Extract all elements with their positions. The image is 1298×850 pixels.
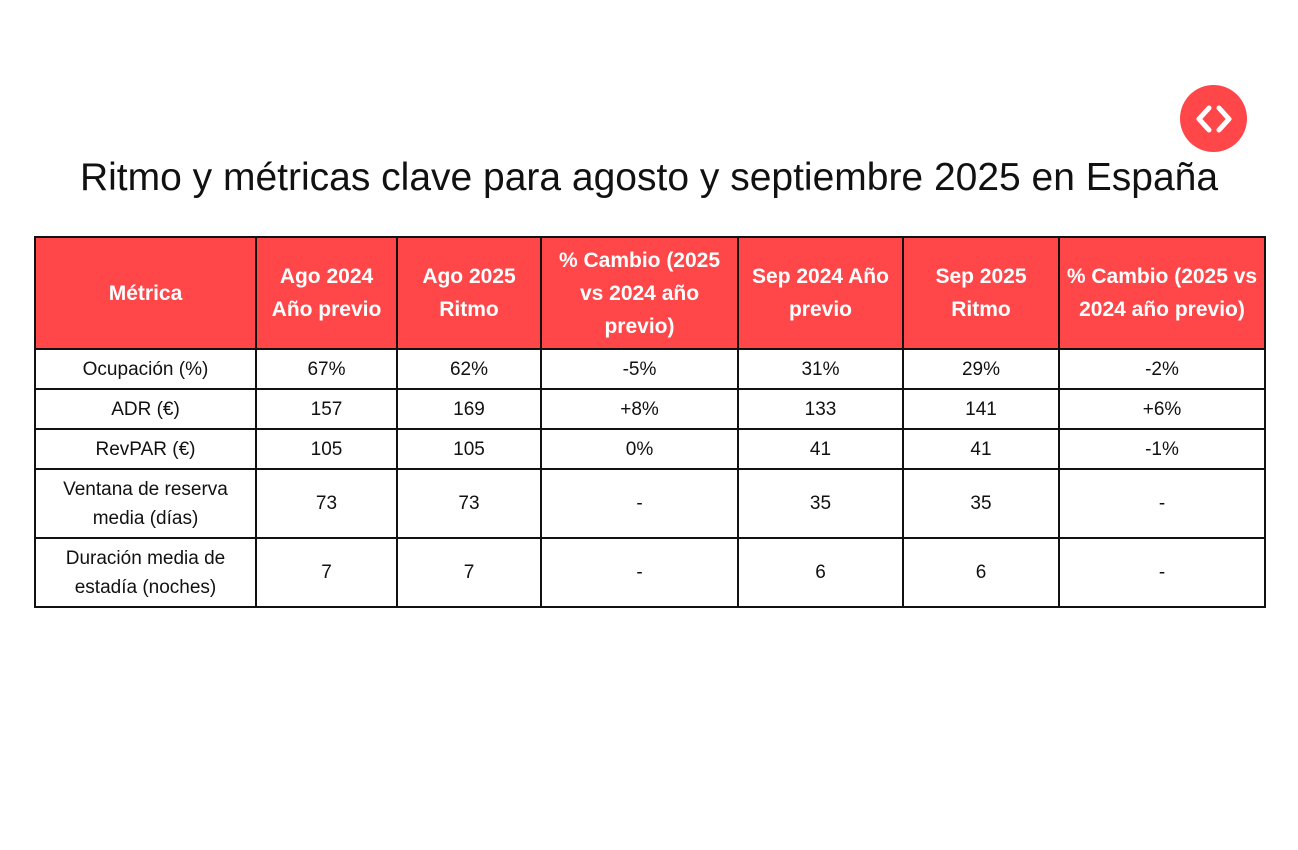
metrics-table: Métrica Ago 2024 Año previo Ago 2025 Rit… [34, 236, 1266, 608]
column-header-metric: Métrica [34, 236, 257, 350]
table-cell: 157 [255, 388, 398, 430]
table-cell: 0% [540, 428, 739, 470]
table-cell: 7 [396, 537, 542, 608]
table-cell: +6% [1058, 388, 1266, 430]
table-cell: 7 [255, 537, 398, 608]
page-title: Ritmo y métricas clave para agosto y sep… [79, 156, 1219, 199]
table-cell: 67% [255, 348, 398, 390]
table-cell: 73 [396, 468, 542, 539]
table-cell: 35 [737, 468, 904, 539]
column-header-aug-2024-prior-year: Ago 2024 Año previo [255, 236, 398, 350]
table-cell: -1% [1058, 428, 1266, 470]
column-header-aug-2025-pace: Ago 2025 Ritmo [396, 236, 542, 350]
table-cell: 41 [902, 428, 1060, 470]
table-cell: -2% [1058, 348, 1266, 390]
table-cell: RevPAR (€) [34, 428, 257, 470]
table-cell: 35 [902, 468, 1060, 539]
table-cell: - [1058, 537, 1266, 608]
table-row: Duración media de estadía (noches) 7 7 -… [34, 537, 1266, 608]
table-cell: - [1058, 468, 1266, 539]
column-header-aug-change: % Cambio (2025 vs 2024 año previo) [540, 236, 739, 350]
table-cell: 105 [255, 428, 398, 470]
table-cell: 169 [396, 388, 542, 430]
chevrons-left-right-icon [1196, 105, 1231, 132]
brand-logo [1180, 85, 1247, 152]
column-header-sep-2025-pace: Sep 2025 Ritmo [902, 236, 1060, 350]
table-cell: Ocupación (%) [34, 348, 257, 390]
table-row: Ocupación (%) 67% 62% -5% 31% 29% -2% [34, 348, 1266, 390]
table-cell: 141 [902, 388, 1060, 430]
table-cell: ADR (€) [34, 388, 257, 430]
table-header-row: Métrica Ago 2024 Año previo Ago 2025 Rit… [34, 236, 1266, 350]
table-cell: - [540, 537, 739, 608]
table-row: ADR (€) 157 169 +8% 133 141 +6% [34, 388, 1266, 430]
table-cell: 41 [737, 428, 904, 470]
column-header-sep-change: % Cambio (2025 vs 2024 año previo) [1058, 236, 1266, 350]
table-row: RevPAR (€) 105 105 0% 41 41 -1% [34, 428, 1266, 470]
table-cell: Ventana de reserva media (días) [34, 468, 257, 539]
table-cell: -5% [540, 348, 739, 390]
table-cell: 133 [737, 388, 904, 430]
table-cell: 73 [255, 468, 398, 539]
table-cell: 62% [396, 348, 542, 390]
table-cell: 31% [737, 348, 904, 390]
column-header-sep-2024-prior-year: Sep 2024 Año previo [737, 236, 904, 350]
table-row: Ventana de reserva media (días) 73 73 - … [34, 468, 1266, 539]
table-cell: 6 [902, 537, 1060, 608]
table-cell: Duración media de estadía (noches) [34, 537, 257, 608]
table-cell: - [540, 468, 739, 539]
table-cell: 6 [737, 537, 904, 608]
table-cell: +8% [540, 388, 739, 430]
table-cell: 29% [902, 348, 1060, 390]
table-cell: 105 [396, 428, 542, 470]
